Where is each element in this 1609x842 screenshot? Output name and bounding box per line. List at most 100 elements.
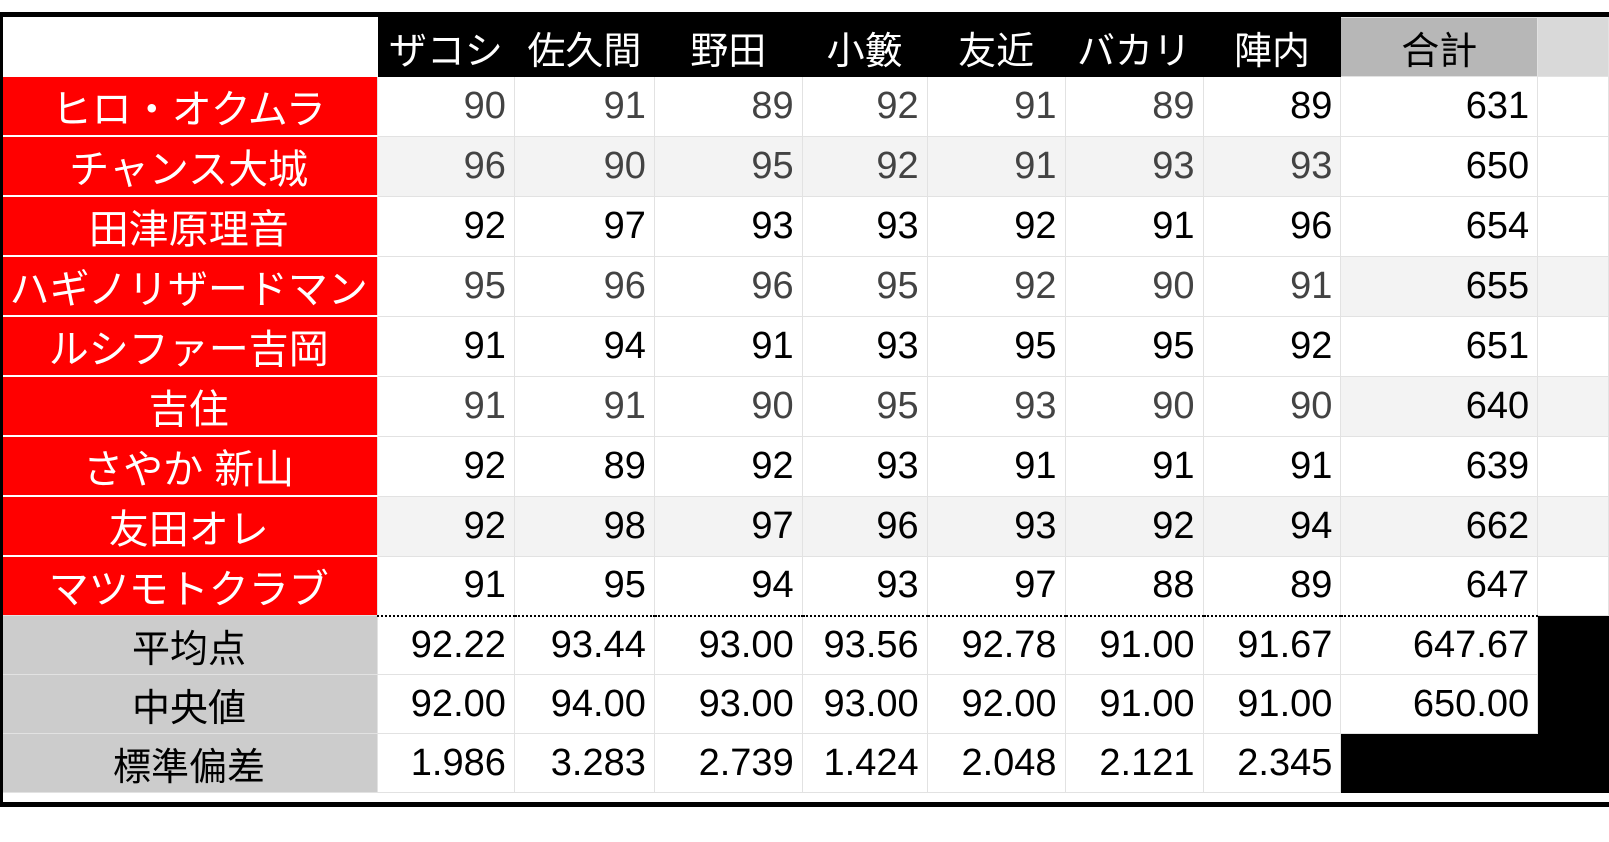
score-cell[interactable]: 96 — [376, 135, 515, 197]
empty-cell[interactable] — [1537, 733, 1609, 793]
stat-label[interactable]: 中央値 — [0, 674, 378, 734]
score-cell[interactable]: 93 — [801, 555, 928, 617]
empty-cell[interactable] — [1537, 76, 1609, 137]
score-cell[interactable]: 90 — [513, 135, 655, 197]
total-cell[interactable]: 639 — [1340, 435, 1539, 497]
score-cell[interactable]: 89 — [1202, 76, 1342, 137]
contestant-name[interactable]: 友田オレ — [0, 496, 378, 557]
score-cell[interactable]: 91 — [926, 76, 1066, 137]
stat-value[interactable]: 94.00 — [513, 674, 655, 734]
stat-value[interactable]: 1.986 — [376, 733, 515, 793]
score-cell[interactable]: 89 — [653, 76, 803, 137]
contestant-name[interactable]: チャンス大城 — [0, 136, 378, 197]
score-cell[interactable]: 90 — [376, 76, 515, 137]
empty-cell[interactable] — [1537, 615, 1609, 675]
score-cell[interactable]: 93 — [1064, 135, 1204, 197]
score-cell[interactable]: 91 — [1202, 255, 1342, 317]
score-cell[interactable]: 93 — [926, 495, 1066, 557]
score-cell[interactable]: 93 — [801, 195, 928, 257]
contestant-name[interactable]: ハギノリザードマン — [0, 256, 378, 317]
stat-value[interactable]: 93.00 — [653, 615, 803, 675]
contestant-name[interactable]: 田津原理音 — [0, 196, 378, 257]
contestant-name[interactable]: 吉住 — [0, 376, 378, 437]
score-cell[interactable]: 97 — [513, 195, 655, 257]
stat-value[interactable]: 2.048 — [926, 733, 1066, 793]
empty-cell[interactable] — [1537, 195, 1609, 257]
score-cell[interactable]: 91 — [653, 315, 803, 377]
empty-cell[interactable] — [1537, 435, 1609, 497]
score-cell[interactable]: 90 — [653, 375, 803, 437]
score-cell[interactable]: 92 — [926, 255, 1066, 317]
score-cell[interactable]: 94 — [653, 555, 803, 617]
header-judge-5[interactable]: バカリ — [1064, 17, 1204, 77]
score-cell[interactable]: 90 — [1202, 375, 1342, 437]
stat-total[interactable]: 650.00 — [1340, 674, 1539, 734]
score-cell[interactable]: 91 — [926, 435, 1066, 497]
score-cell[interactable]: 90 — [1064, 375, 1204, 437]
score-cell[interactable]: 92 — [926, 195, 1066, 257]
empty-cell[interactable] — [1537, 555, 1609, 616]
contestant-name[interactable]: さやか 新山 — [0, 436, 378, 497]
total-cell[interactable]: 631 — [1340, 76, 1539, 137]
stat-value[interactable]: 2.739 — [653, 733, 803, 793]
score-cell[interactable]: 89 — [513, 435, 655, 497]
stat-value[interactable]: 93.44 — [513, 615, 655, 675]
score-cell[interactable]: 96 — [1202, 195, 1342, 257]
score-cell[interactable]: 89 — [1064, 76, 1204, 137]
stat-value[interactable]: 91.67 — [1202, 615, 1342, 675]
score-cell[interactable]: 91 — [926, 135, 1066, 197]
score-cell[interactable]: 91 — [376, 315, 515, 377]
header-judge-2[interactable]: 野田 — [653, 17, 803, 77]
total-cell[interactable]: 655 — [1340, 255, 1539, 317]
stat-value[interactable]: 92.22 — [376, 615, 515, 675]
score-cell[interactable]: 92 — [1064, 495, 1204, 557]
stat-value[interactable]: 92.78 — [926, 615, 1066, 675]
stat-value[interactable]: 92.00 — [376, 674, 515, 734]
score-cell[interactable]: 95 — [1064, 315, 1204, 377]
score-cell[interactable]: 95 — [801, 375, 928, 437]
stat-label[interactable]: 平均点 — [0, 615, 378, 675]
stat-value[interactable]: 3.283 — [513, 733, 655, 793]
score-cell[interactable]: 92 — [801, 135, 928, 197]
score-cell[interactable]: 93 — [801, 315, 928, 377]
score-cell[interactable]: 89 — [1202, 555, 1342, 617]
empty-cell[interactable] — [1537, 135, 1609, 197]
score-cell[interactable]: 91 — [376, 555, 515, 617]
score-cell[interactable]: 93 — [801, 435, 928, 497]
total-cell[interactable]: 647 — [1340, 555, 1539, 617]
score-cell[interactable]: 91 — [513, 375, 655, 437]
empty-cell[interactable] — [1537, 495, 1609, 557]
stat-value[interactable]: 91.00 — [1202, 674, 1342, 734]
score-cell[interactable]: 88 — [1064, 555, 1204, 617]
empty-cell[interactable] — [1537, 375, 1609, 437]
score-cell[interactable]: 91 — [1064, 195, 1204, 257]
stat-value[interactable]: 93.00 — [653, 674, 803, 734]
total-cell[interactable]: 651 — [1340, 315, 1539, 377]
score-cell[interactable]: 95 — [376, 255, 515, 317]
stat-label[interactable]: 標準偏差 — [0, 733, 378, 793]
score-cell[interactable]: 92 — [801, 76, 928, 137]
score-cell[interactable]: 95 — [513, 555, 655, 617]
score-cell[interactable]: 95 — [653, 135, 803, 197]
score-cell[interactable]: 92 — [376, 195, 515, 257]
contestant-name[interactable]: マツモトクラブ — [0, 556, 378, 616]
score-cell[interactable]: 95 — [801, 255, 928, 317]
header-judge-1[interactable]: 佐久間 — [513, 17, 655, 77]
score-cell[interactable]: 91 — [1202, 435, 1342, 497]
header-judge-0[interactable]: ザコシ — [376, 17, 515, 77]
empty-cell[interactable] — [1537, 674, 1609, 734]
stat-value[interactable]: 2.345 — [1202, 733, 1342, 793]
score-cell[interactable]: 95 — [926, 315, 1066, 377]
score-cell[interactable]: 92 — [376, 495, 515, 557]
stat-value[interactable]: 91.00 — [1064, 674, 1204, 734]
score-cell[interactable]: 91 — [1064, 435, 1204, 497]
stat-value[interactable]: 92.00 — [926, 674, 1066, 734]
empty-cell[interactable] — [1537, 255, 1609, 317]
stat-total[interactable]: 647.67 — [1340, 615, 1539, 675]
score-cell[interactable]: 96 — [513, 255, 655, 317]
score-cell[interactable]: 92 — [376, 435, 515, 497]
score-cell[interactable]: 94 — [1202, 495, 1342, 557]
stat-value[interactable]: 93.56 — [801, 615, 928, 675]
header-judge-6[interactable]: 陣内 — [1202, 17, 1342, 77]
total-cell[interactable]: 662 — [1340, 495, 1539, 557]
